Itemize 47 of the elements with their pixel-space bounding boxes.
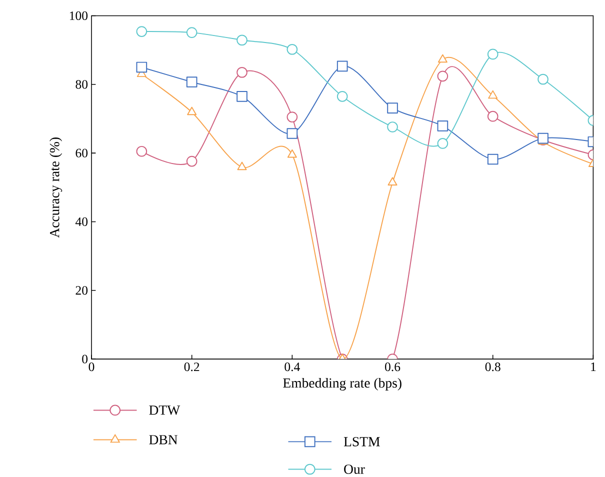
- point: [437, 70, 448, 82]
- point: [136, 26, 148, 37]
- y-tick-label: 40: [75, 217, 88, 226]
- point: [136, 146, 148, 157]
- point: [186, 156, 198, 167]
- legend-label: Our: [344, 464, 365, 474]
- y-tick-label: 20: [76, 286, 88, 295]
- y-axis-title: Accuracy rate (%): [50, 137, 62, 238]
- point: [136, 62, 148, 73]
- point: [437, 138, 448, 149]
- legend-label: DTW: [149, 406, 180, 415]
- point: [488, 90, 498, 99]
- point: [187, 106, 197, 116]
- y-tick-label: 0: [82, 354, 88, 364]
- x-tick-label: 0.8: [485, 362, 500, 372]
- point: [186, 27, 198, 38]
- point: [336, 60, 348, 72]
- point: [286, 112, 298, 122]
- point: [287, 149, 297, 158]
- point: [236, 66, 248, 78]
- x-tick-label: 0.2: [184, 362, 200, 372]
- x-axis-title: Embedding rate (bps): [283, 378, 402, 390]
- point: [487, 154, 498, 165]
- point: [438, 54, 448, 63]
- point: [538, 74, 548, 85]
- x-tick-label: 0.4: [284, 362, 300, 372]
- legend-label: LSTM: [344, 437, 380, 446]
- y-tick-label: 80: [76, 80, 88, 89]
- x-tick-label: 0.6: [385, 362, 400, 372]
- y-tick-label: 100: [70, 11, 88, 20]
- point: [388, 177, 398, 186]
- point: [186, 76, 198, 88]
- point: [437, 120, 448, 132]
- point: [487, 110, 498, 122]
- x-tick-label: 1: [591, 362, 596, 371]
- x-tick-label: 0: [88, 362, 94, 372]
- point: [387, 122, 398, 132]
- point: [387, 102, 398, 114]
- point: [237, 162, 247, 170]
- point: [236, 34, 248, 46]
- point: [336, 90, 348, 102]
- y-tick-label: 60: [76, 148, 88, 158]
- point: [286, 128, 298, 139]
- point: [487, 48, 498, 60]
- point: [236, 90, 248, 102]
- point: [286, 44, 298, 55]
- legend-label: DBN: [149, 435, 178, 444]
